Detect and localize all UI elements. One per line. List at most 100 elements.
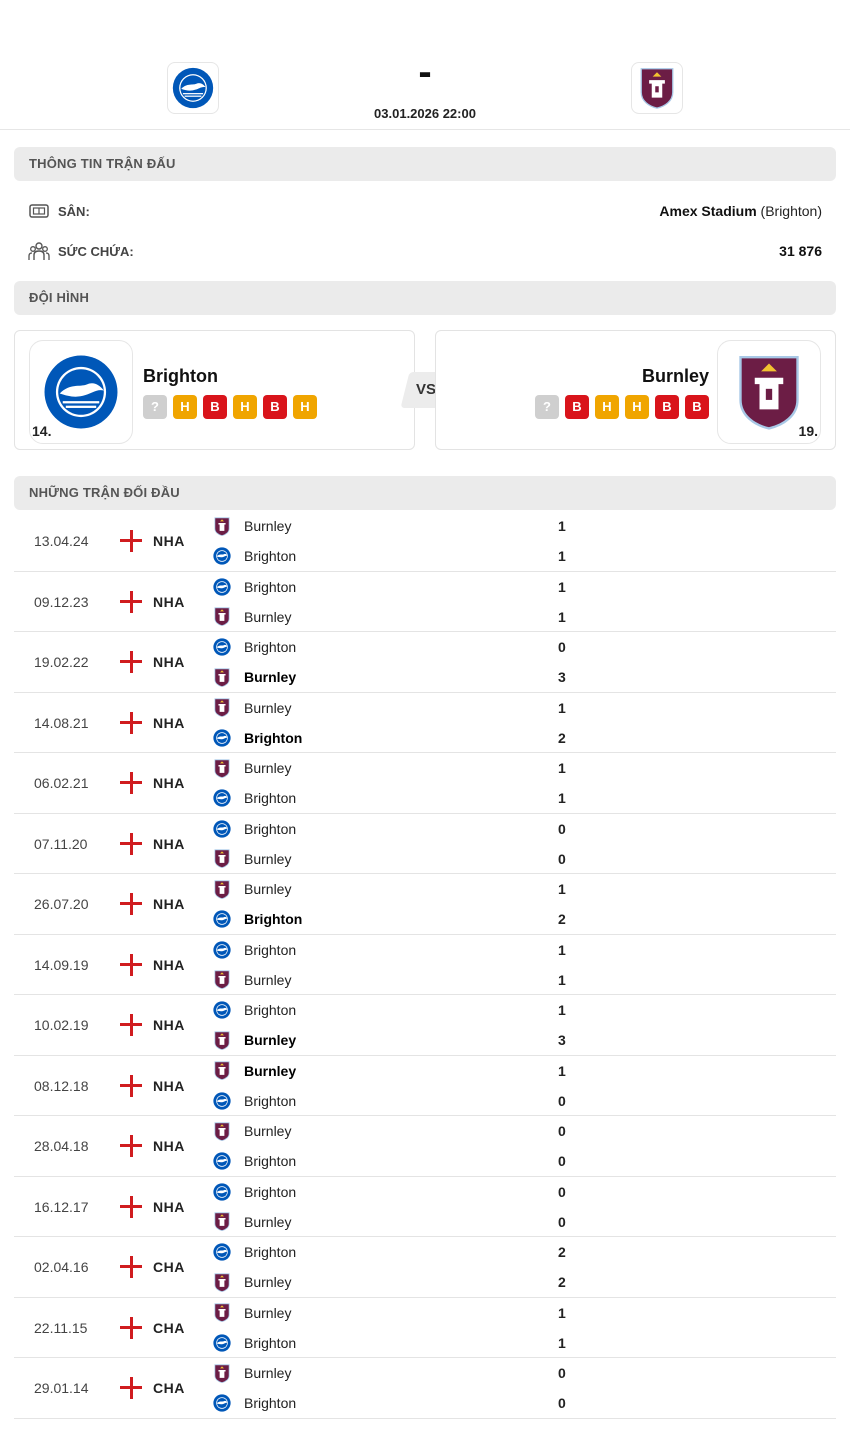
h2h-match-row[interactable]: 22.11.15 CHA Burnley 1 Brighton 1 <box>14 1298 836 1358</box>
h2h-match-row[interactable]: 14.09.19 NHA Brighton 1 Burnley 1 <box>14 935 836 995</box>
h2h-team-line: Brighton 2 <box>212 1237 572 1267</box>
match-date: 08.12.18 <box>34 1077 89 1094</box>
venue-row: SÂN: Amex Stadium (Brighton) <box>28 199 822 223</box>
match-date: 06.02.21 <box>34 775 89 791</box>
h2h-team-score: 0 <box>558 820 566 837</box>
h2h-team-name[interactable]: Burnley <box>244 669 297 685</box>
away-team-logo[interactable] <box>631 62 683 114</box>
h2h-team-name[interactable]: Burnley <box>244 608 292 625</box>
h2h-team-name[interactable]: Burnley <box>244 518 292 534</box>
venue-label: SÂN: <box>58 203 90 219</box>
h2h-team-name[interactable]: Brighton <box>244 548 297 564</box>
h2h-match-list: 13.04.24 NHA Burnley 1 Brighton 1 09.12.23 NH… <box>14 511 836 1419</box>
h2h-team-score: 3 <box>558 1032 566 1048</box>
h2h-team-name[interactable]: Brighton <box>244 911 303 927</box>
match-date: 16.12.17 <box>34 1198 89 1215</box>
h2h-team-name[interactable]: Burnley <box>244 1123 292 1139</box>
h2h-match-row[interactable]: 02.04.16 CHA Brighton 2 Burnley 2 <box>14 1237 836 1298</box>
h2h-match-row[interactable]: 14.08.21 NHA Burnley 1 Brighton 2 <box>14 693 836 753</box>
h2h-team-name[interactable]: Brighton <box>244 790 297 806</box>
league-code: NHA <box>153 775 185 791</box>
h2h-team-name[interactable]: Brighton <box>244 639 297 655</box>
h2h-match-row[interactable]: 10.02.19 NHA Brighton 1 Burnley 3 <box>14 995 836 1056</box>
form-badge: B <box>263 395 287 419</box>
away-team-name[interactable]: Burnley <box>641 366 709 386</box>
h2h-team-score: 2 <box>558 911 566 927</box>
h2h-team-score: 0 <box>558 1213 566 1230</box>
h2h-team-name[interactable]: Burnley <box>244 971 292 988</box>
home-team-logo[interactable] <box>167 62 219 114</box>
h2h-team-name[interactable]: Burnley <box>244 699 292 716</box>
h2h-team-line: Brighton 1 <box>212 572 572 602</box>
england-flag-icon <box>120 1074 142 1097</box>
form-badge: H <box>293 395 317 419</box>
league-code: NHA <box>153 654 185 670</box>
h2h-team-name[interactable]: Brighton <box>244 1395 297 1411</box>
h2h-team-score: 1 <box>558 548 566 564</box>
burnley-crest-icon <box>212 1363 232 1383</box>
burnley-crest-icon <box>212 1272 232 1292</box>
h2h-match-row[interactable]: 16.12.17 NHA Brighton 0 Burnley 0 <box>14 1177 836 1237</box>
h2h-team-name[interactable]: Brighton <box>244 820 297 837</box>
h2h-match-row[interactable]: 26.07.20 NHA Burnley 1 Brighton 2 <box>14 874 836 935</box>
home-team-name[interactable]: Brighton <box>143 366 218 386</box>
h2h-team-name[interactable]: Burnley <box>244 881 292 897</box>
league-code: NHA <box>153 1077 185 1094</box>
h2h-team-name[interactable]: Burnley <box>244 1304 292 1321</box>
h2h-team-line: Burnley 1 <box>212 965 572 995</box>
brighton-crest-icon <box>212 940 232 960</box>
match-info-section-title: THÔNG TIN TRẬN ĐẤU <box>14 147 836 181</box>
h2h-team-line: Burnley 1 <box>212 753 572 783</box>
england-flag-icon <box>120 1195 142 1218</box>
h2h-team-score: 1 <box>558 790 566 806</box>
h2h-match-row[interactable]: 06.02.21 NHA Burnley 1 Brighton 1 <box>14 753 836 814</box>
h2h-match-row[interactable]: 13.04.24 NHA Burnley 1 Brighton 1 <box>14 511 836 572</box>
h2h-team-name[interactable]: Burnley <box>244 1032 297 1048</box>
home-team-big-logo <box>29 340 133 444</box>
form-badge: B <box>655 395 679 419</box>
england-flag-icon <box>120 1316 142 1339</box>
h2h-team-score: 2 <box>558 729 566 746</box>
form-badge: B <box>685 395 709 419</box>
h2h-team-name[interactable]: Burnley <box>244 1213 292 1230</box>
h2h-team-score: 1 <box>558 971 566 988</box>
league-code: NHA <box>153 593 185 610</box>
h2h-team-name[interactable]: Brighton <box>244 1153 297 1169</box>
h2h-team-line: Burnley 1 <box>212 693 572 723</box>
h2h-team-name[interactable]: Burnley <box>244 1365 292 1381</box>
h2h-match-row[interactable]: 07.11.20 NHA Brighton 0 Burnley 0 <box>14 814 836 874</box>
h2h-match-row[interactable]: 19.02.22 NHA Brighton 0 Burnley 3 <box>14 632 836 693</box>
england-flag-icon <box>120 590 142 613</box>
h2h-team-name[interactable]: Burnley <box>244 850 292 867</box>
match-date: 29.01.14 <box>34 1380 89 1396</box>
h2h-team-line: Brighton 0 <box>212 1177 572 1207</box>
h2h-team-score: 1 <box>558 608 566 625</box>
h2h-team-name[interactable]: Burnley <box>244 1062 297 1079</box>
brighton-crest-icon <box>212 728 232 748</box>
h2h-match-row[interactable]: 08.12.18 NHA Burnley 1 Brighton 0 <box>14 1056 836 1116</box>
brighton-crest-icon <box>212 1393 232 1413</box>
burnley-crest-icon <box>640 68 674 109</box>
h2h-team-name[interactable]: Brighton <box>244 941 297 958</box>
h2h-match-row[interactable]: 29.01.14 CHA Burnley 0 Brighton 0 <box>14 1358 836 1419</box>
h2h-team-name[interactable]: Brighton <box>244 578 297 595</box>
h2h-team-score: 1 <box>558 699 566 716</box>
h2h-team-name[interactable]: Burnley <box>244 1274 292 1290</box>
match-date: 07.11.20 <box>34 835 88 852</box>
h2h-team-name[interactable]: Brighton <box>244 1002 297 1018</box>
england-flag-icon <box>120 1014 142 1036</box>
brighton-crest-icon <box>212 909 232 929</box>
h2h-team-name[interactable]: Burnley <box>244 760 292 776</box>
h2h-team-name[interactable]: Brighton <box>244 1183 297 1200</box>
h2h-team-name[interactable]: Brighton <box>244 1334 297 1351</box>
h2h-team-name[interactable]: Brighton <box>244 729 303 746</box>
h2h-team-name[interactable]: Brighton <box>244 1092 297 1109</box>
h2h-team-line: Brighton 1 <box>212 935 572 965</box>
away-team-card[interactable]: 19. Burnley ? B H H B B <box>435 330 836 450</box>
h2h-match-row[interactable]: 28.04.18 NHA Burnley 0 Brighton 0 <box>14 1116 836 1177</box>
england-flag-icon <box>120 1256 142 1278</box>
h2h-team-name[interactable]: Brighton <box>244 1244 297 1260</box>
home-team-card[interactable]: 14. Brighton ? H B H B H <box>14 330 415 450</box>
league-code: NHA <box>153 956 185 973</box>
h2h-match-row[interactable]: 09.12.23 NHA Brighton 1 Burnley 1 <box>14 572 836 632</box>
